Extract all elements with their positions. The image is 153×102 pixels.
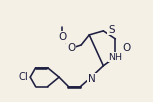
Text: O: O — [58, 32, 67, 42]
Text: N: N — [88, 74, 96, 84]
Text: S: S — [108, 25, 115, 35]
Text: NH: NH — [108, 53, 122, 62]
Text: O: O — [67, 43, 75, 53]
Text: O: O — [122, 43, 130, 53]
Text: Cl: Cl — [19, 72, 28, 82]
